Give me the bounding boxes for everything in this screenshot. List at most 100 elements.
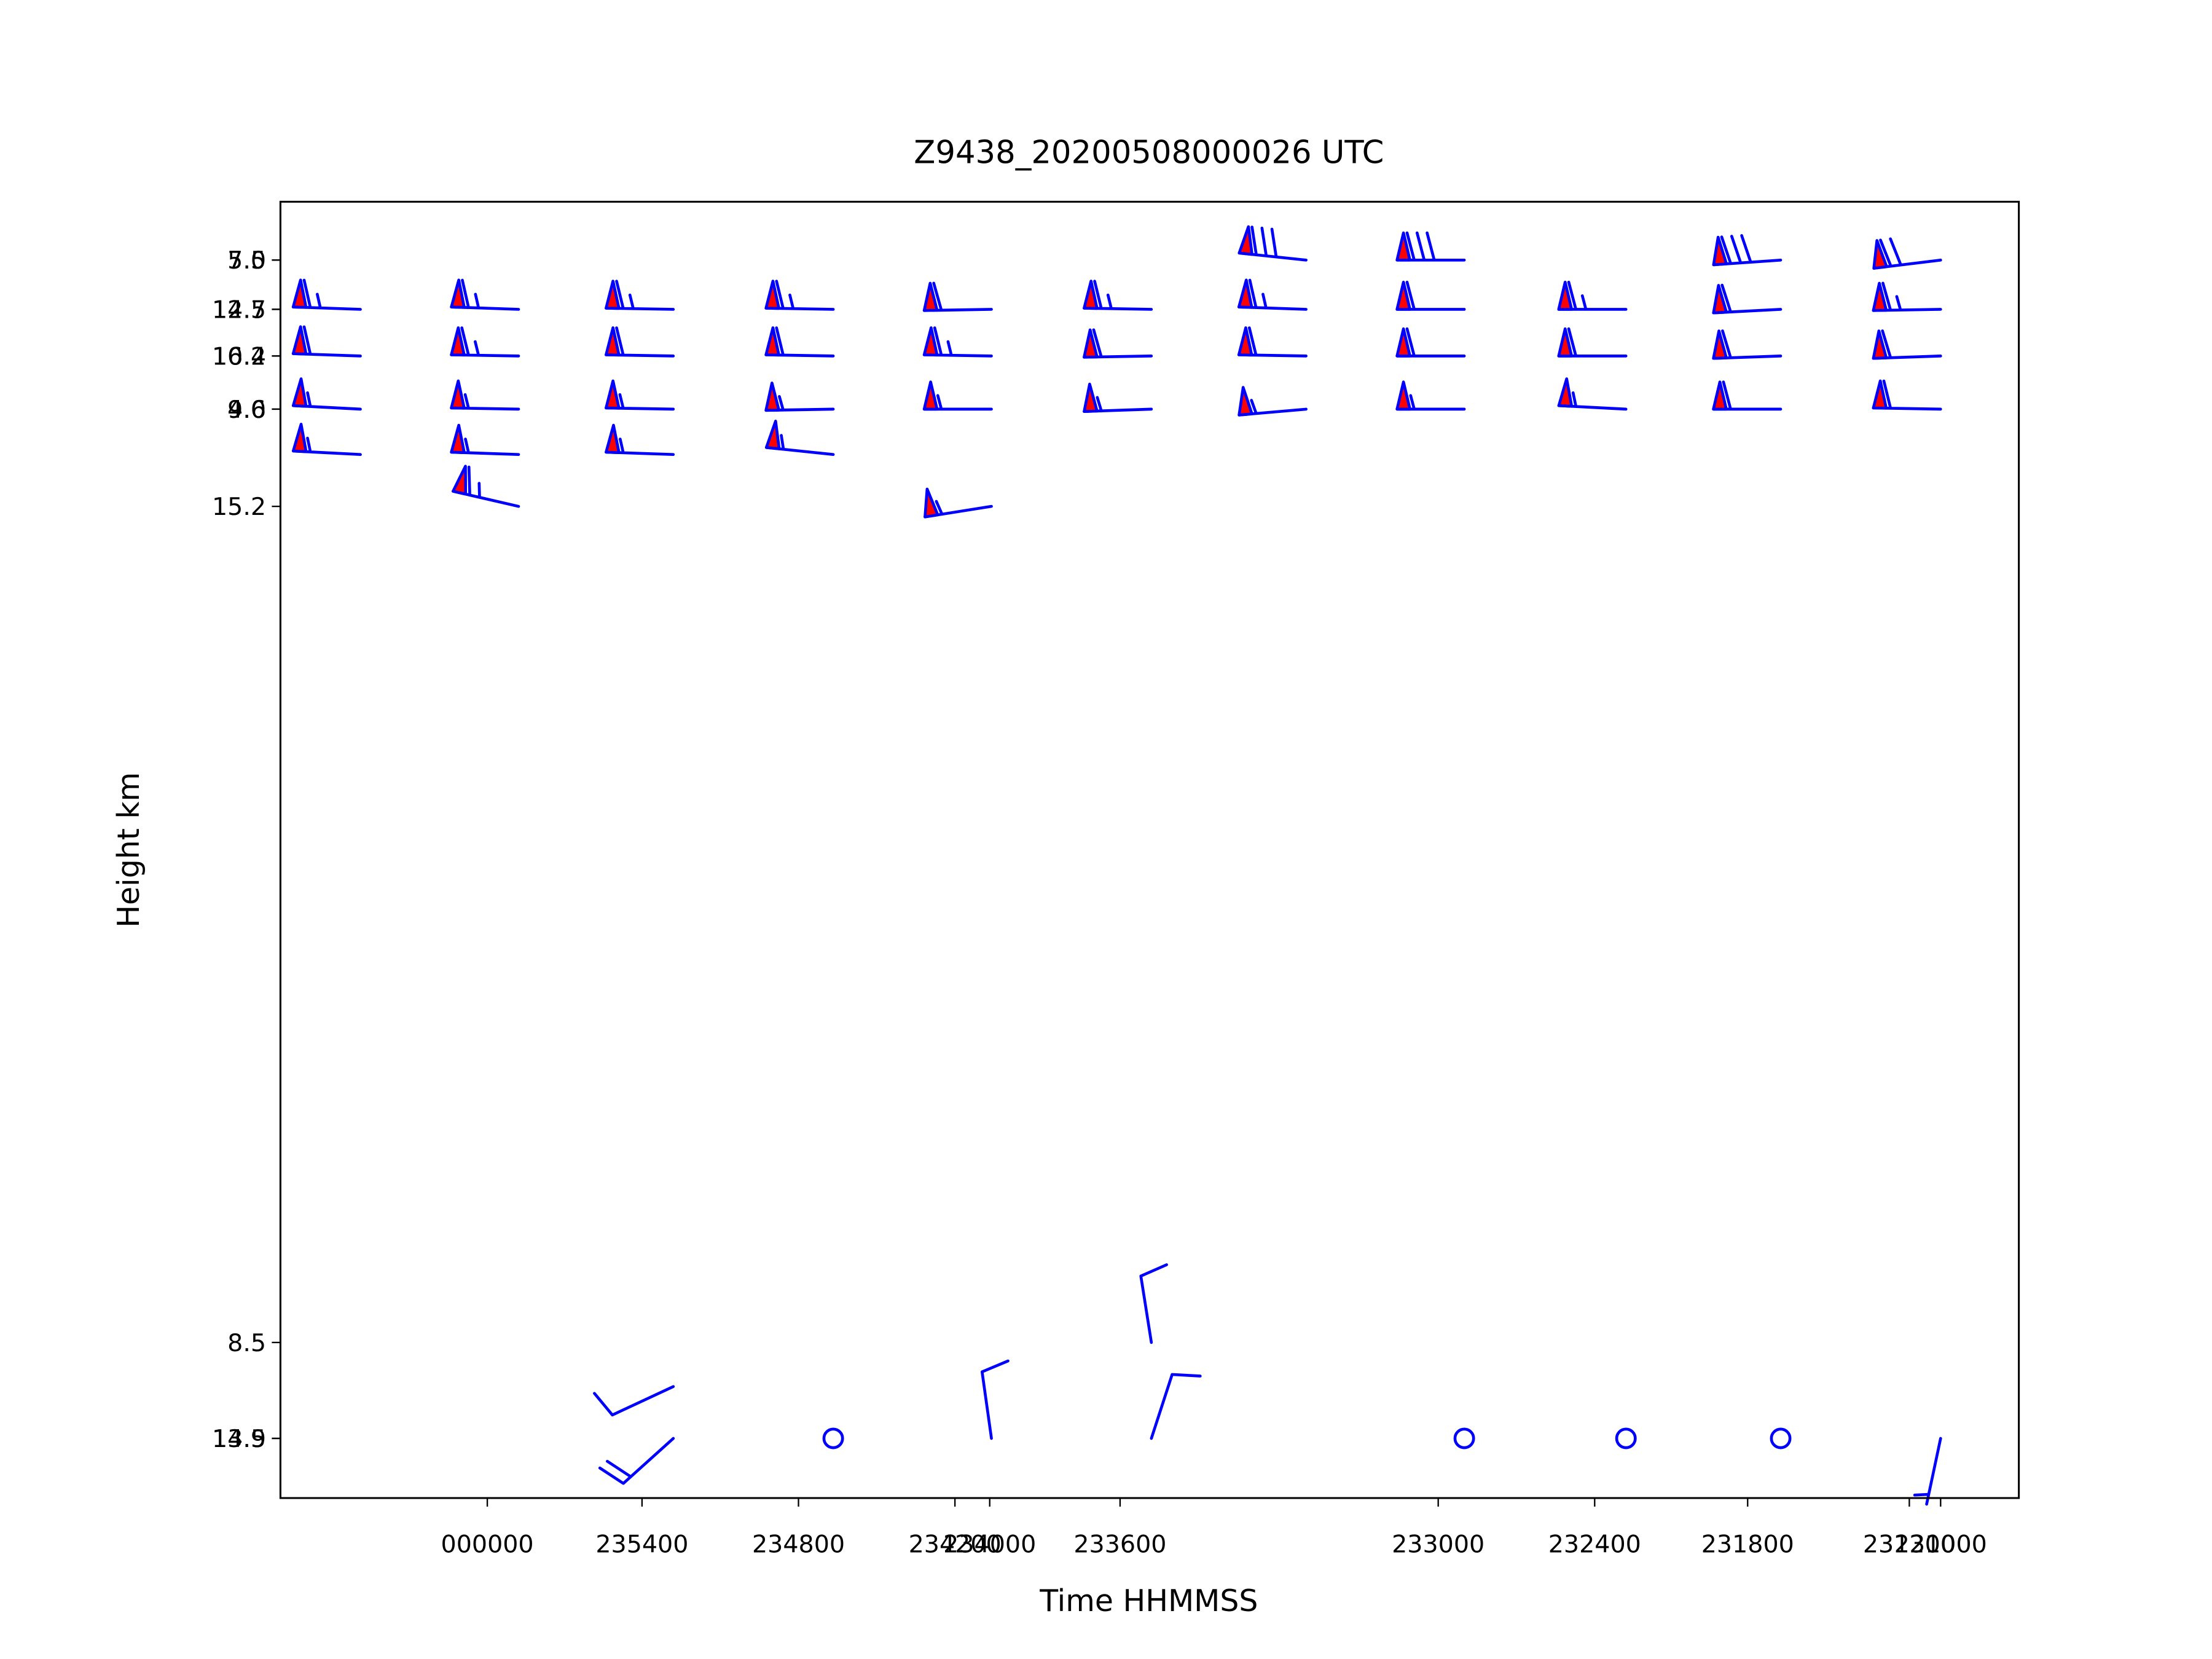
- wind-barb: [764, 280, 835, 311]
- wind-barb: [1557, 377, 1628, 411]
- wind-barb: [1083, 382, 1153, 414]
- barb-pennant: [291, 325, 308, 356]
- wind-barb: [922, 281, 993, 312]
- calm-marker: [1615, 1427, 1637, 1449]
- y-tick-label: 4.6: [227, 396, 266, 424]
- barb-pennant: [1712, 380, 1728, 411]
- y-tick-label: 7.0: [227, 246, 266, 275]
- wind-barb: [291, 278, 362, 311]
- barb-staff: [593, 1385, 675, 1417]
- barb-pennant: [1557, 377, 1574, 408]
- y-tick-label: 12.5: [212, 296, 266, 324]
- barb-pennant: [605, 280, 621, 310]
- x-tick-label: 234000: [943, 1531, 1036, 1559]
- barb-pennant: [1395, 327, 1411, 358]
- y-axis-label: Height km: [111, 772, 146, 928]
- barb-pennant: [1237, 326, 1253, 357]
- wind-barb: [450, 379, 520, 411]
- barb-pennant: [922, 281, 939, 312]
- y-tick-label: 16.2: [212, 342, 266, 371]
- y-tick-label: 14.9: [212, 1425, 266, 1453]
- wind-barb: [1872, 329, 1942, 360]
- wind-barb: [1395, 380, 1466, 411]
- barb-pennant: [450, 326, 466, 357]
- x-tick-label: 233000: [1392, 1531, 1484, 1559]
- barb-pennant: [1872, 329, 1888, 360]
- x-tick-label: 000000: [441, 1531, 534, 1559]
- wind-barb: [1395, 327, 1466, 358]
- wind-barb: [1150, 1373, 1202, 1440]
- y-tick-label: 13.5: [212, 1425, 266, 1453]
- wind-barb: [1083, 280, 1153, 311]
- wind-barb: [1712, 234, 1783, 267]
- y-tick-label: 15.2: [212, 493, 266, 521]
- wind-barb: [1395, 231, 1466, 262]
- wind-barb: [1237, 278, 1308, 311]
- barb-pennant: [1237, 278, 1253, 309]
- wind-barb: [450, 423, 520, 457]
- x-tick-label: 231000: [1894, 1531, 1987, 1559]
- wind-barb: [605, 379, 675, 411]
- x-tick-label: 231200: [1863, 1531, 1956, 1559]
- calm-marker: [1770, 1427, 1792, 1449]
- barb-pennant: [1557, 280, 1574, 311]
- barb-pennant: [605, 326, 621, 357]
- barb-pennant: [452, 465, 468, 496]
- wind-barb: [598, 1437, 675, 1485]
- x-axis-label: Time HHMMSS: [1039, 1583, 1258, 1618]
- wind-barb: [450, 326, 520, 358]
- wind-barb: [764, 382, 835, 412]
- x-tick-label: 233600: [1073, 1531, 1166, 1559]
- barb-pennant: [1395, 231, 1411, 262]
- barb-pennant: [605, 423, 621, 454]
- wind-barb: [291, 325, 362, 358]
- barb-pennant: [764, 382, 780, 412]
- barb-pennant: [1083, 382, 1099, 414]
- wind-barb: [291, 377, 362, 411]
- y-tick-label: 8.5: [227, 1329, 266, 1357]
- barb-pennant: [1712, 235, 1728, 267]
- wind-barb: [1872, 237, 1942, 270]
- wind-barb: [924, 487, 993, 519]
- wind-barb: [1872, 281, 1942, 312]
- barb-pennant: [764, 280, 780, 310]
- wind-barb: [981, 1359, 1010, 1440]
- barb-pennant: [1712, 329, 1728, 360]
- wind-barb: [1237, 326, 1308, 358]
- barb-pennant: [1557, 327, 1574, 358]
- barb-pennant: [1872, 379, 1888, 410]
- x-tick-label: 234200: [909, 1531, 1002, 1559]
- barb-pennant: [1872, 239, 1888, 270]
- wind-barb: [922, 380, 993, 411]
- barb-pennant: [1712, 284, 1728, 315]
- wind-barb: [1712, 283, 1783, 315]
- barb-staff: [1139, 1263, 1168, 1344]
- barb-pennant: [291, 377, 308, 408]
- y-tick-label: 5.5: [227, 246, 266, 275]
- barb-pennant: [1872, 281, 1888, 312]
- barb-staff: [598, 1437, 675, 1485]
- wind-barb: [922, 326, 993, 358]
- wind-barb: [764, 420, 835, 457]
- x-tick-label: 234800: [752, 1531, 845, 1559]
- barb-pennant: [924, 487, 939, 519]
- barb-staff: [1395, 231, 1466, 262]
- calm-marker: [822, 1427, 844, 1449]
- wind-barb: [1237, 225, 1308, 262]
- wind-barb: [452, 465, 520, 508]
- barb-pennant: [922, 380, 939, 411]
- barb-staff: [1150, 1373, 1202, 1440]
- wind-barb: [450, 278, 520, 311]
- barb-pennant: [291, 278, 308, 309]
- calm-marker: [1453, 1427, 1475, 1449]
- y-tick-label: 14.7: [212, 296, 266, 324]
- barb-pennant: [764, 326, 780, 357]
- wind-barb: [605, 280, 675, 311]
- plot-area: [291, 225, 1942, 1506]
- barb-pennant: [450, 278, 466, 309]
- wind-barb: [1237, 386, 1308, 417]
- x-tick-label: 231800: [1701, 1531, 1794, 1559]
